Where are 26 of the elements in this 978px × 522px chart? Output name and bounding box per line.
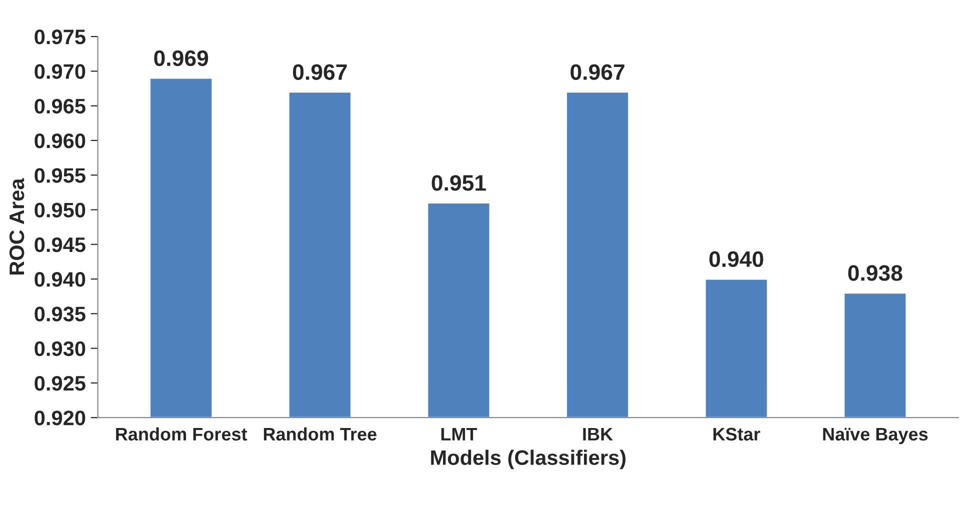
y-tick-label: 0.965 <box>34 98 86 114</box>
x-axis-title: Models (Classifiers) <box>431 450 626 470</box>
y-axis-title: ROC Area <box>9 178 24 274</box>
y-tick-label: 0.920 <box>34 410 86 426</box>
x-tick-label: KStar <box>713 428 760 441</box>
y-tick-label: 0.950 <box>34 202 86 218</box>
data-label: 0.938 <box>848 265 902 281</box>
y-tick-label: 0.970 <box>34 64 86 79</box>
data-label: 0.951 <box>432 175 486 191</box>
y-tick-label: 0.925 <box>34 376 86 391</box>
y-tick-label: 0.935 <box>34 306 86 322</box>
x-tick-label: Random Tree <box>264 427 376 441</box>
x-tick-label: Random Forest <box>116 427 248 441</box>
y-tick-label: 0.930 <box>34 341 86 356</box>
data-label: 0.969 <box>154 50 208 66</box>
y-tick-label: 0.960 <box>34 133 86 148</box>
x-tick-label: Naïve Bayes <box>823 428 928 444</box>
y-tick-label: 0.955 <box>34 168 86 183</box>
y-tick-label: 0.940 <box>34 272 86 287</box>
data-label: 0.967 <box>292 64 347 80</box>
y-tick-label: 0.945 <box>34 237 86 252</box>
x-tick-label: LMT <box>441 428 478 440</box>
data-label: 0.967 <box>570 64 624 80</box>
data-label: 0.940 <box>709 251 764 268</box>
x-tick-label: IBK <box>583 428 613 440</box>
y-tick-label: 0.975 <box>34 30 86 44</box>
